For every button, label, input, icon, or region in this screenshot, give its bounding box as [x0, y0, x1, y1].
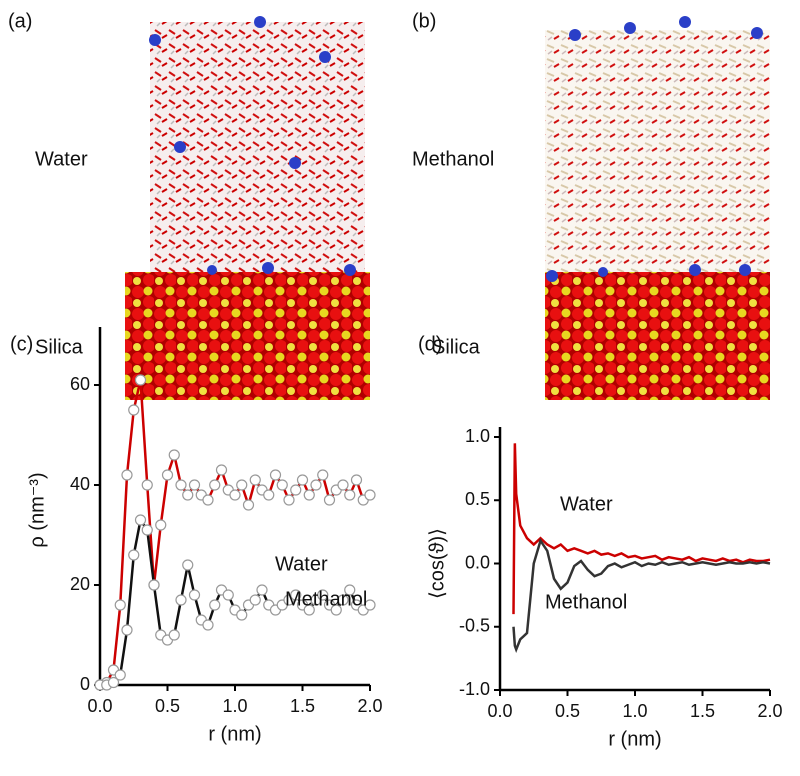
y-tick-label: 0.5 [465, 489, 490, 509]
y-tick-label: 60 [70, 374, 90, 394]
y-tick-label: -1.0 [459, 679, 490, 699]
x-tick-label: 2.0 [757, 701, 782, 721]
data-point [323, 494, 336, 506]
data-point [148, 579, 160, 591]
data-point [128, 549, 140, 561]
x-tick-label: 0.5 [155, 696, 180, 716]
panel-label: (a) [8, 10, 32, 32]
series-line [99, 379, 371, 687]
data-point [141, 524, 153, 536]
x-tick-label: 1.5 [290, 696, 315, 716]
data-point [188, 589, 201, 601]
data-point [222, 589, 234, 601]
y-tick-label: 40 [70, 474, 90, 494]
data-point [182, 559, 194, 571]
data-point [290, 484, 302, 496]
data-point [330, 604, 342, 616]
data-point [337, 479, 349, 491]
data-point [296, 474, 309, 486]
data-point [344, 584, 356, 596]
x-tick-label: 0.0 [87, 696, 112, 716]
data-point [121, 469, 133, 481]
x-tick-label: 1.0 [222, 696, 247, 716]
data-point [364, 489, 376, 501]
y-tick-label: 20 [70, 574, 90, 594]
data-point [161, 469, 174, 481]
panel-label: (b) [412, 10, 436, 32]
data-point [256, 584, 268, 596]
data-point [249, 594, 261, 606]
data-point [114, 599, 126, 611]
data-point [269, 469, 282, 481]
x-tick-label: 2.0 [357, 696, 382, 716]
data-point [364, 599, 376, 611]
series-line [512, 443, 771, 615]
data-point [202, 619, 214, 631]
x-tick-label: 1.0 [622, 701, 647, 721]
data-point [263, 489, 275, 501]
data-point [114, 669, 126, 681]
series-label: Water [560, 493, 613, 515]
liquid-label: Methanol [412, 148, 494, 170]
solid-label: Silica [35, 336, 84, 358]
x-tick-label: 0.0 [487, 701, 512, 721]
data-point [209, 599, 221, 611]
data-point [134, 374, 147, 386]
x-axis-label: r (nm) [608, 728, 661, 750]
series-label: Methanol [545, 591, 627, 613]
data-point [121, 624, 133, 636]
data-point [290, 589, 302, 601]
data-point [202, 494, 214, 506]
data-point [236, 479, 248, 491]
data-point [175, 479, 187, 491]
series-label: Water [275, 553, 328, 575]
data-point [182, 489, 194, 501]
data-point [276, 479, 288, 491]
y-tick-label: 0 [80, 674, 90, 694]
data-point [168, 449, 180, 461]
panel-label: (d) [418, 333, 442, 355]
data-point [134, 514, 147, 526]
snapshot-a [125, 16, 370, 400]
series-line [512, 537, 771, 654]
data-point [249, 474, 261, 486]
data-point [283, 494, 295, 506]
panel-label: (c) [10, 333, 33, 355]
data-point [310, 479, 322, 491]
y-axis-label: ⟨cos(ϑ)⟩ [426, 528, 448, 599]
data-point [344, 489, 356, 501]
data-point [317, 589, 329, 601]
data-point [155, 519, 167, 531]
y-tick-label: 0.0 [465, 552, 490, 572]
data-point [303, 489, 315, 501]
x-tick-label: 0.5 [555, 701, 580, 721]
data-point [107, 676, 120, 689]
data-point [350, 474, 363, 486]
data-point [337, 594, 349, 606]
y-tick-label: 1.0 [465, 426, 490, 446]
data-point [188, 479, 201, 491]
data-point [168, 629, 180, 641]
solid-label: Silica [432, 336, 481, 358]
y-tick-label: -0.5 [459, 616, 490, 636]
data-point [209, 479, 221, 491]
data-point [215, 464, 228, 476]
liquid-label: Water [35, 148, 88, 170]
data-point [128, 404, 140, 416]
series-label: Methanol [285, 588, 367, 610]
y-axis-label: ρ (nm⁻³) [26, 472, 48, 547]
data-point [175, 594, 187, 606]
x-axis-label: r (nm) [208, 723, 261, 745]
data-point [141, 479, 153, 491]
snapshot-b [545, 16, 770, 400]
data-point [236, 609, 248, 621]
x-tick-label: 1.5 [690, 701, 715, 721]
data-point [242, 499, 255, 511]
data-point [317, 469, 329, 481]
data-point [303, 604, 315, 616]
data-point [229, 489, 241, 501]
